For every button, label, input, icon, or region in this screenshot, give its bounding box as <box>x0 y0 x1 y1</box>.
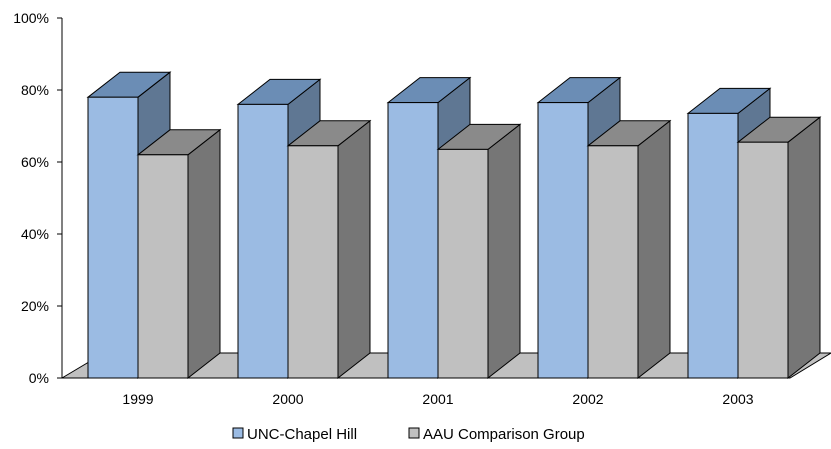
y-tick-label: 60% <box>21 154 49 170</box>
x-tick-label: 2000 <box>272 391 303 407</box>
x-tick-label: 2002 <box>572 391 603 407</box>
bar-front-face <box>137 154 189 379</box>
legend-label: AAU Comparison Group <box>423 426 585 443</box>
bar-front-face <box>587 145 639 379</box>
bar-front-face <box>687 112 739 379</box>
x-tick-label: 2003 <box>722 391 753 407</box>
y-tick-label: 40% <box>21 226 49 242</box>
bar-aau-comparison-group-1999 <box>136 128 222 380</box>
y-tick-label: 80% <box>21 82 49 98</box>
legend-swatch <box>232 427 244 439</box>
bar-aau-comparison-group-2002 <box>586 119 672 380</box>
bar-front-face <box>87 96 139 379</box>
bar-side-face <box>187 128 221 380</box>
x-tick-label: 2001 <box>422 391 453 407</box>
legend-swatch <box>408 427 420 439</box>
bar-side-face <box>337 119 371 380</box>
legend: UNC-Chapel Hill AAU Comparison Group <box>232 426 585 443</box>
y-tick-label: 0% <box>29 370 49 386</box>
bar-front-face <box>537 102 589 379</box>
bar-front-face <box>737 141 789 379</box>
bar-side-face <box>787 116 821 380</box>
bars <box>86 71 822 380</box>
bar-front-face <box>237 103 289 379</box>
bar-front-face <box>287 145 339 379</box>
bar-aau-comparison-group-2000 <box>286 119 372 380</box>
bar-front-face <box>437 148 489 379</box>
y-axis: 0% 20% 40% 60% 80% 100% <box>13 10 790 386</box>
y-tick-label: 20% <box>21 298 49 314</box>
x-axis-labels: 1999 2000 2001 2002 2003 <box>122 391 753 407</box>
bar-aau-comparison-group-2003 <box>736 116 822 380</box>
bar-side-face <box>637 119 671 380</box>
bar-aau-comparison-group-2001 <box>436 123 522 380</box>
bar-side-face <box>487 123 521 380</box>
legend-label: UNC-Chapel Hill <box>247 426 357 443</box>
y-tick-label: 100% <box>13 10 49 26</box>
x-tick-label: 1999 <box>122 391 153 407</box>
bar-front-face <box>387 102 439 379</box>
